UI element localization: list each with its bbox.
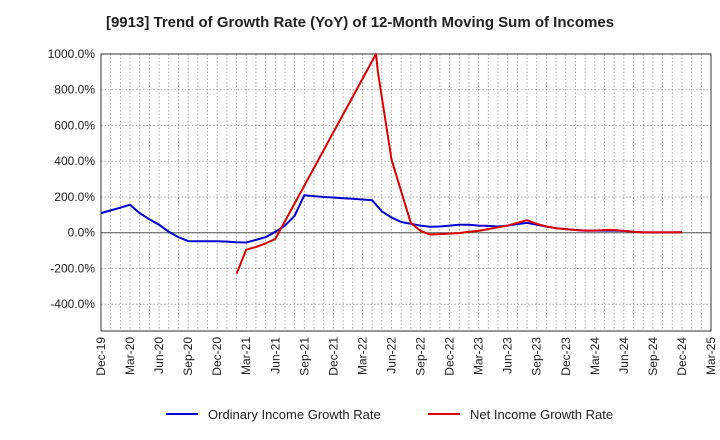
plot-frame bbox=[100, 53, 712, 332]
x-tick-label: Mar-23 bbox=[472, 337, 486, 375]
y-tick-label: 600.0% bbox=[54, 118, 95, 132]
legend-label: Ordinary Income Growth Rate bbox=[208, 407, 381, 422]
x-tick-label: Mar-24 bbox=[588, 337, 602, 375]
x-tick-label: Dec-24 bbox=[675, 337, 689, 376]
legend: Ordinary Income Growth Rate Net Income Gr… bbox=[166, 407, 613, 422]
series-line bbox=[235, 53, 683, 275]
x-tick-label: Sep-22 bbox=[414, 337, 428, 376]
x-tick-label: Jun-22 bbox=[384, 337, 398, 374]
x-tick-label: Jun-23 bbox=[501, 337, 515, 374]
x-tick-label: Sep-24 bbox=[646, 337, 660, 376]
x-tick-label: Mar-22 bbox=[355, 337, 369, 375]
y-tick-label: -400.0% bbox=[50, 297, 95, 311]
x-tick-label: Dec-20 bbox=[210, 337, 224, 376]
y-tick-label: 1000.0% bbox=[48, 47, 96, 61]
x-tick-label: Jun-20 bbox=[152, 337, 166, 374]
y-tick-label: 0.0% bbox=[68, 226, 96, 240]
x-tick-label: Sep-20 bbox=[181, 337, 195, 376]
x-tick-label: Dec-21 bbox=[326, 337, 340, 376]
x-tick-label: Sep-23 bbox=[530, 337, 544, 376]
x-tick-label: Jun-24 bbox=[617, 337, 631, 374]
axes: 1000.0% 800.0% 600.0% 400.0% 200.0% 0.0% -200.… bbox=[48, 47, 718, 376]
y-tick-label: 800.0% bbox=[54, 83, 95, 97]
chart-title: [9913] Trend of Growth Rate (YoY) of 12-… bbox=[105, 14, 615, 31]
y-tick-label: 400.0% bbox=[54, 154, 95, 168]
y-tick-label: 200.0% bbox=[54, 190, 95, 204]
grid bbox=[101, 53, 711, 331]
x-tick-label: Mar-20 bbox=[123, 337, 137, 375]
x-tick-label: Dec-19 bbox=[94, 337, 108, 376]
legend-label: Net Income Growth Rate bbox=[470, 407, 613, 422]
x-tick-label: Dec-22 bbox=[443, 337, 457, 376]
x-tick-label: Mar-25 bbox=[704, 337, 718, 375]
y-tick-label: -200.0% bbox=[50, 261, 95, 275]
series-lines bbox=[100, 53, 683, 275]
x-tick-label: Mar-21 bbox=[239, 337, 253, 375]
x-tick-label: Sep-21 bbox=[297, 337, 311, 376]
x-tick-label: Jun-21 bbox=[268, 337, 282, 374]
x-tick-label: Dec-23 bbox=[559, 337, 573, 376]
